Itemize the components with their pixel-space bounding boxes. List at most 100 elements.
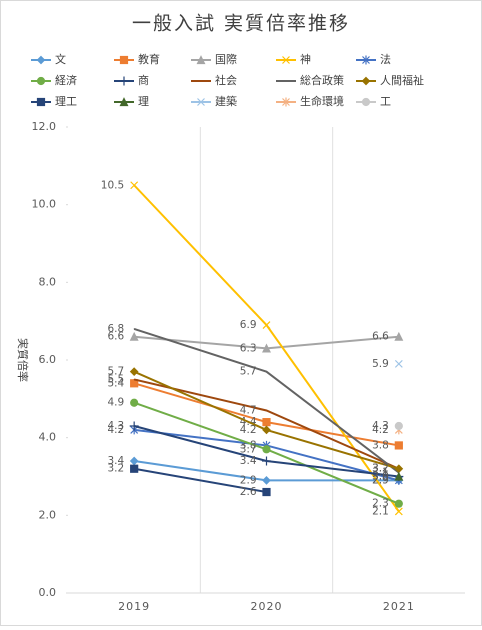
series: 4.3 3.4 3.0	[107, 420, 404, 483]
series: 5.9	[372, 358, 403, 370]
marker	[266, 371, 267, 373]
marker	[394, 507, 403, 516]
marker	[129, 367, 139, 376]
data-label: 2.3	[372, 498, 389, 510]
legend-item: 教育	[114, 52, 160, 66]
series: 5.5 4.7 3.2	[107, 373, 400, 475]
marker	[262, 445, 271, 454]
marker	[130, 181, 139, 190]
marker	[394, 331, 404, 341]
marker	[133, 328, 135, 330]
legend-label: 建築	[215, 94, 237, 108]
legend-item: 建築	[191, 94, 237, 108]
data-label: 3.2	[107, 463, 124, 475]
marker	[129, 456, 139, 466]
legend-marker	[196, 55, 206, 65]
legend-marker	[119, 97, 129, 107]
data-label: 2.9	[372, 474, 389, 486]
data-label: 4.3	[107, 420, 124, 432]
legend-item: 社会	[191, 73, 237, 87]
x-tick-label: 2021	[383, 600, 415, 613]
data-label: 3.4	[107, 455, 124, 467]
marker	[262, 456, 271, 466]
chart-title: 一般入試 実質倍率推移	[132, 13, 350, 35]
legend-item: 総合政策	[276, 73, 344, 87]
y-tick-label: 8.0	[39, 275, 57, 288]
series: 4.3	[372, 420, 403, 432]
y-tick-label: 0.0	[39, 586, 57, 599]
legend-marker	[119, 76, 129, 86]
legend-label: 人間福祉	[380, 73, 424, 87]
marker	[133, 378, 135, 380]
marker	[394, 441, 403, 450]
data-label: 3.8	[372, 439, 389, 451]
data-label: 5.9	[372, 358, 389, 370]
legend-label: 法	[380, 52, 391, 66]
marker	[130, 398, 139, 407]
data-label: 5.4	[107, 377, 124, 389]
marker	[129, 421, 139, 431]
marker	[394, 359, 403, 368]
marker	[262, 343, 271, 353]
series: 3.0	[372, 471, 404, 483]
data-label: 4.7	[240, 404, 257, 416]
data-label: 4.3	[372, 420, 389, 432]
legend-label: 理工	[55, 95, 77, 108]
legend-label: 生命環境	[300, 94, 344, 108]
legend-label: 理	[138, 95, 149, 108]
legend-label: 商	[138, 73, 149, 87]
y-tick-label: 10.0	[32, 198, 57, 211]
legend-item: 理	[114, 95, 149, 108]
y-axis-label: 実質倍率	[16, 338, 30, 382]
legend-label: 社会	[215, 73, 237, 87]
data-label: 3.2	[372, 463, 389, 475]
marker	[262, 425, 271, 435]
legend-marker	[36, 97, 46, 107]
data-label: 2.6	[240, 486, 257, 498]
series: 6.8 5.7 3.1	[107, 323, 400, 479]
legend-label: 総合政策	[300, 73, 344, 87]
legend-marker	[361, 76, 371, 86]
marker	[129, 331, 139, 341]
series: 4.9 3.7 2.3	[107, 397, 403, 510]
series: 5.7 4.2 3.2	[107, 366, 404, 475]
data-label: 2.9	[240, 474, 257, 486]
marker	[394, 421, 403, 431]
legend-marker	[36, 76, 46, 86]
data-label: 3.2	[372, 463, 389, 475]
data-label: 5.7	[107, 366, 124, 378]
legend-item: 経済	[31, 73, 77, 87]
series-line	[133, 467, 267, 494]
marker	[394, 471, 404, 481]
marker	[262, 321, 271, 329]
x-tick-label: 2020	[251, 600, 283, 613]
legend-item: 工	[356, 95, 391, 108]
legend-item: 国際	[191, 53, 237, 66]
y-tick-label: 6.0	[39, 353, 57, 366]
data-label: 4.2	[240, 424, 257, 436]
legend-marker	[362, 55, 370, 65]
series: 3.2 2.6	[107, 463, 271, 498]
legend-marker	[282, 97, 290, 107]
legend-item: 神	[276, 52, 311, 66]
legend-item: 文	[31, 52, 66, 66]
data-label: 3.1	[372, 467, 389, 479]
data-label: 4.2	[107, 424, 124, 436]
y-tick-label: 4.0	[39, 431, 57, 444]
legend-item: 生命環境	[276, 94, 344, 108]
marker	[262, 487, 271, 497]
data-label: 2.1	[372, 505, 389, 517]
data-label: 3.4	[240, 455, 257, 467]
series: 6.6 6.3 6.6	[107, 331, 404, 354]
legend-label: 経済	[55, 73, 77, 87]
x-tick-label: 2019	[118, 600, 150, 613]
legend-label: 教育	[138, 52, 160, 66]
legend-marker	[361, 97, 371, 107]
legend-marker	[197, 98, 205, 106]
legend-item: 商	[114, 73, 149, 87]
data-label: 6.6	[107, 331, 124, 343]
legend-marker	[119, 55, 129, 65]
data-label: 3.0	[372, 471, 389, 483]
